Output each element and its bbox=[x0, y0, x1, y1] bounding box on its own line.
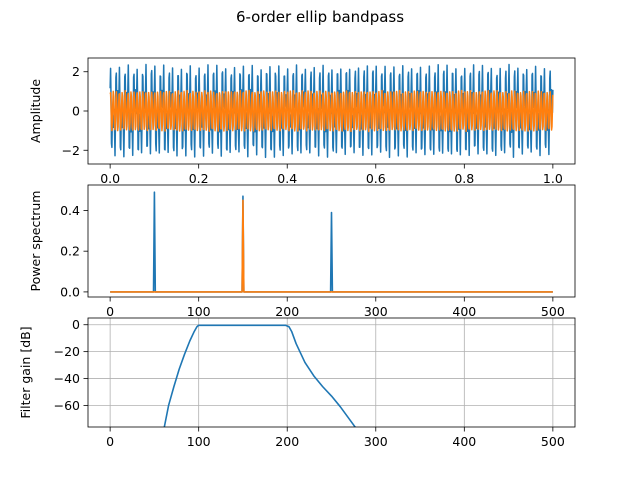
y-tick-label-spectrum-0: 0.0 bbox=[60, 284, 80, 299]
x-tick-label-gain-2: 200 bbox=[275, 434, 299, 449]
x-tick-label-spectrum-4: 400 bbox=[452, 304, 476, 319]
y-tick-label-gain-3: −60 bbox=[54, 398, 80, 413]
x-tick-label-spectrum-0: 0 bbox=[106, 304, 114, 319]
subplot-time: 0.0 0.2 0.4 0.6 0.8 1.0 −2 0 2 Amplitude bbox=[28, 57, 576, 186]
x-tick-label-gain-3: 300 bbox=[364, 434, 388, 449]
series-line-time-0 bbox=[109, 63, 554, 159]
x-tick-label-time-0: 0.0 bbox=[100, 171, 120, 186]
axes-frame-spectrum bbox=[87, 184, 576, 298]
plot-area-gain bbox=[163, 324, 357, 427]
series-line-spectrum-1 bbox=[110, 199, 553, 293]
plot-area-spectrum bbox=[110, 191, 553, 293]
x-tick-label-gain-0: 0 bbox=[106, 434, 114, 449]
y-tick-label-gain-0: 0 bbox=[72, 317, 80, 332]
x-tick-label-spectrum-5: 500 bbox=[541, 304, 565, 319]
subplot-gain: 0 100 200 300 400 500 0 −20 −40 −60 Filter gain [d… bbox=[18, 317, 576, 449]
y-tick-label-spectrum-2: 0.4 bbox=[60, 203, 80, 218]
x-tick-label-time-4: 0.8 bbox=[454, 171, 474, 186]
y-tick-label-time-0: −2 bbox=[62, 143, 80, 158]
y-axis-label-gain: Filter gain [dB] bbox=[18, 326, 33, 418]
y-tick-label-spectrum-1: 0.2 bbox=[60, 244, 80, 259]
y-tick-label-time-2: 2 bbox=[72, 64, 80, 79]
y-tick-label-gain-2: −40 bbox=[54, 371, 80, 386]
series-line-gain-0 bbox=[163, 324, 357, 427]
x-tick-label-gain-4: 400 bbox=[452, 434, 476, 449]
x-tick-label-time-2: 0.4 bbox=[277, 171, 297, 186]
y-axis-label-time: Amplitude bbox=[28, 79, 43, 143]
x-tick-label-gain-1: 100 bbox=[187, 434, 211, 449]
axes-frame-gain bbox=[87, 317, 576, 428]
figure-title: 6-order ellip bandpass bbox=[236, 8, 404, 26]
x-tick-label-gain-5: 500 bbox=[541, 434, 565, 449]
x-tick-label-time-5: 1.0 bbox=[543, 171, 563, 186]
x-tick-label-spectrum-2: 200 bbox=[275, 304, 299, 319]
x-tick-label-spectrum-1: 100 bbox=[187, 304, 211, 319]
plot-area-time bbox=[109, 63, 554, 159]
y-axis-label-spectrum: Power spectrum bbox=[28, 191, 43, 292]
series-line-time-1 bbox=[109, 89, 554, 133]
y-tick-label-gain-1: −20 bbox=[54, 344, 80, 359]
x-tick-label-time-3: 0.6 bbox=[366, 171, 386, 186]
subplot-spectrum: 0 100 200 300 400 500 0.0 0.2 0.4 Power spectrum bbox=[28, 184, 576, 319]
x-tick-label-spectrum-3: 300 bbox=[364, 304, 388, 319]
y-tick-label-time-1: 0 bbox=[72, 104, 80, 119]
series-line-spectrum-0 bbox=[110, 191, 553, 293]
x-tick-label-time-1: 0.2 bbox=[189, 171, 209, 186]
